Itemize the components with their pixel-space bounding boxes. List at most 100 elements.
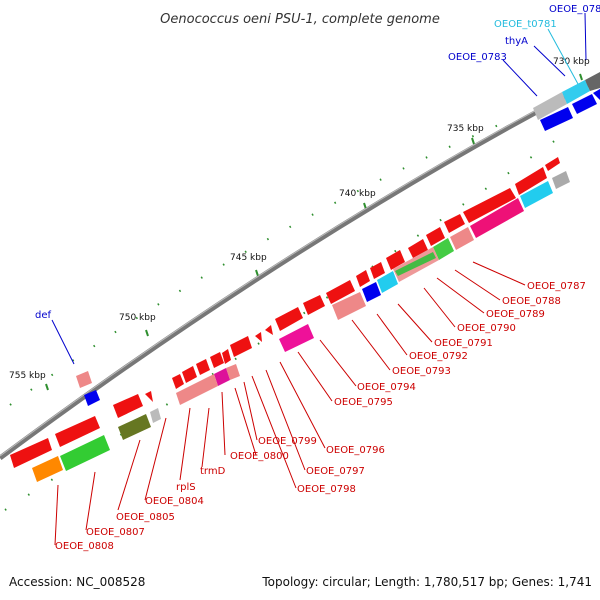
gene-feature	[182, 366, 197, 383]
gene-feature	[463, 188, 516, 223]
scale-label-755: 755 kbp	[9, 371, 46, 381]
leader-line	[221, 391, 226, 456]
leader-line	[234, 387, 257, 456]
gene-feature	[60, 435, 110, 471]
leader-line	[376, 313, 408, 356]
accession-text: Accession: NC_008528	[9, 575, 145, 589]
gene-feature	[593, 89, 600, 100]
gene-feature	[196, 359, 210, 375]
gene-feature	[55, 416, 100, 447]
leader-line	[85, 471, 96, 531]
leader-line	[51, 319, 75, 365]
gene-feature	[408, 239, 428, 258]
leader-line	[251, 375, 297, 489]
scale-label-750: 750 kbp	[119, 313, 156, 323]
leader-line	[144, 417, 167, 501]
scale-tick	[145, 329, 149, 337]
gene-feature	[118, 414, 151, 440]
gene-feature	[226, 364, 240, 380]
gene-label[interactable]: OEOE_0795	[334, 397, 393, 408]
gene-label[interactable]: OEOE_0783	[448, 52, 507, 63]
gene-label[interactable]: OEOE_0791	[434, 338, 493, 349]
gene-feature	[113, 394, 143, 418]
leader-line	[265, 369, 306, 471]
gene-feature	[433, 238, 454, 260]
gene-label[interactable]: OEOE_0794	[357, 382, 416, 393]
gene-label[interactable]: OEOE_0780	[549, 4, 600, 15]
gene-label[interactable]: OEOE_0798	[297, 484, 356, 495]
gene-feature	[444, 214, 465, 233]
gene-feature	[255, 332, 262, 342]
genome-summary-text: Topology: circular; Length: 1,780,517 bp…	[261, 575, 592, 589]
gene-feature	[326, 280, 355, 304]
leader-line	[533, 45, 566, 77]
scale-tick	[255, 269, 259, 277]
gene-label[interactable]: OEOE_0805	[116, 512, 175, 523]
gene-feature	[533, 92, 567, 120]
gene-feature	[145, 391, 153, 402]
leader-line	[502, 59, 538, 97]
leader-line	[454, 269, 501, 301]
leader-line	[179, 407, 191, 481]
gene-label[interactable]: OEOE_0790	[457, 323, 516, 334]
scale-label-745: 745 kbp	[230, 253, 267, 263]
leader-line	[319, 339, 357, 387]
leader-line	[547, 28, 579, 85]
leader-line	[423, 287, 456, 328]
gene-label[interactable]: OEOE_0793	[392, 366, 451, 377]
gene-feature	[214, 368, 230, 386]
gene-label[interactable]: OEOE_0789	[486, 309, 545, 320]
gene-feature	[356, 270, 370, 287]
gene-feature	[176, 374, 218, 405]
gene-label[interactable]: OEOE_t0781	[494, 19, 557, 30]
gene-label[interactable]: OEOE_0792	[409, 351, 468, 362]
gene-feature	[172, 374, 184, 389]
gene-feature	[395, 252, 436, 276]
gene-feature	[562, 80, 590, 104]
leader-line	[201, 407, 210, 468]
outer-strand-genes	[10, 72, 600, 468]
leader-line	[584, 12, 587, 61]
gene-feature	[265, 325, 273, 335]
gene-label[interactable]: OEOE_0788	[502, 296, 561, 307]
leader-line	[243, 381, 258, 441]
scale-tick	[45, 383, 49, 391]
gene-feature	[520, 181, 553, 208]
gene-feature	[332, 292, 366, 320]
scale-label-730: 730 kbp	[553, 57, 590, 67]
leader-line	[54, 484, 59, 546]
gene-feature	[545, 157, 560, 171]
gene-feature	[275, 307, 303, 331]
gene-feature	[210, 352, 224, 368]
gene-feature	[303, 295, 325, 315]
scale-ticks	[45, 73, 583, 391]
gene-label[interactable]: OEOE_0808	[55, 541, 114, 552]
gene-label[interactable]: OEOE_0796	[326, 445, 385, 456]
leader-line	[279, 361, 326, 449]
scale-label-740: 740 kbp	[339, 189, 376, 199]
leader-line	[397, 303, 433, 343]
gene-feature	[10, 438, 52, 468]
genome-backbone-highlight	[0, 75, 600, 457]
gene-label[interactable]: OEOE_0807	[86, 527, 145, 538]
gene-feature	[222, 349, 231, 364]
gene-label[interactable]: OEOE_0804	[145, 496, 204, 507]
gene-def-partner	[84, 390, 100, 406]
gene-label[interactable]: OEOE_0799	[258, 436, 317, 447]
gene-label[interactable]: OEOE_0797	[306, 466, 365, 477]
gene-label[interactable]: def	[35, 310, 52, 321]
gene-label[interactable]: trmD	[200, 466, 226, 477]
gene-label[interactable]: OEOE_0800	[230, 451, 289, 462]
gene-feature	[540, 107, 573, 131]
gene-feature	[585, 72, 600, 91]
scale-tick	[471, 137, 475, 145]
gene-label[interactable]: OEOE_0787	[527, 281, 586, 292]
inner-strand-genes	[32, 89, 600, 482]
gene-feature	[450, 227, 474, 250]
gene-label[interactable]: thyA	[505, 36, 528, 47]
gene-feature	[515, 167, 547, 195]
scale-tick	[579, 73, 583, 81]
gene-label[interactable]: rplS	[176, 482, 196, 493]
gene-feature	[279, 324, 314, 352]
